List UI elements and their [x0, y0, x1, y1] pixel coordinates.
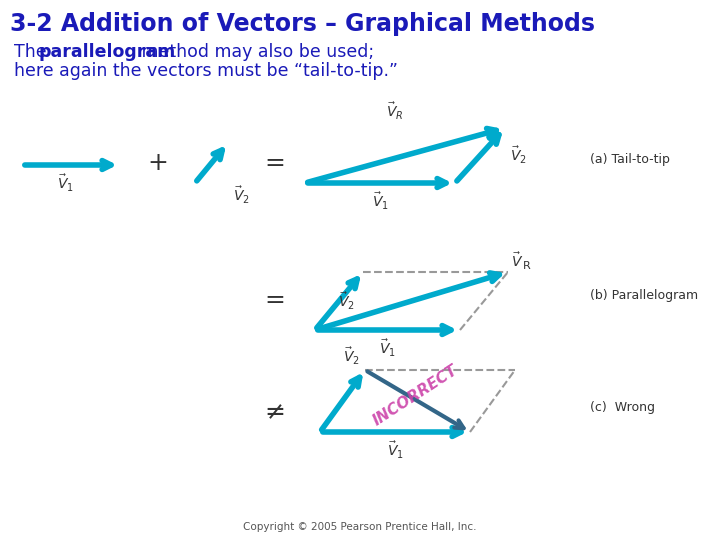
Text: R: R — [523, 261, 531, 271]
Text: $\vec{V}_1$: $\vec{V}_1$ — [387, 440, 403, 461]
Text: $\vec{V}_R$: $\vec{V}_R$ — [386, 101, 404, 122]
Text: $\vec{V}$: $\vec{V}$ — [511, 252, 523, 270]
Text: $\vec{V}_2$: $\vec{V}_2$ — [233, 185, 250, 206]
Text: Copyright © 2005 Pearson Prentice Hall, Inc.: Copyright © 2005 Pearson Prentice Hall, … — [243, 522, 477, 532]
Text: $\vec{V}_2$: $\vec{V}_2$ — [338, 291, 355, 312]
Text: =: = — [264, 288, 285, 312]
Text: INCORRECT: INCORRECT — [370, 363, 460, 429]
Text: parallelogram: parallelogram — [38, 43, 175, 61]
Text: method may also be used;: method may also be used; — [136, 43, 374, 61]
Text: +: + — [148, 151, 168, 175]
Text: $\vec{V}_1$: $\vec{V}_1$ — [379, 338, 396, 359]
Text: $\vec{V}_2$: $\vec{V}_2$ — [343, 346, 360, 367]
Text: ≠: ≠ — [264, 400, 286, 424]
Text: The: The — [14, 43, 52, 61]
Text: here again the vectors must be “tail-to-tip.”: here again the vectors must be “tail-to-… — [14, 62, 398, 80]
Text: 3-2 Addition of Vectors – Graphical Methods: 3-2 Addition of Vectors – Graphical Meth… — [10, 12, 595, 36]
Text: =: = — [264, 151, 285, 175]
Text: (b) Parallelogram: (b) Parallelogram — [590, 288, 698, 301]
Text: $\vec{V}_1$: $\vec{V}_1$ — [57, 173, 73, 194]
Text: $\vec{V}_1$: $\vec{V}_1$ — [372, 191, 389, 212]
Text: (c)  Wrong: (c) Wrong — [590, 401, 655, 414]
Text: (a) Tail-to-tip: (a) Tail-to-tip — [590, 153, 670, 166]
Text: $\vec{V}_2$: $\vec{V}_2$ — [510, 145, 527, 166]
